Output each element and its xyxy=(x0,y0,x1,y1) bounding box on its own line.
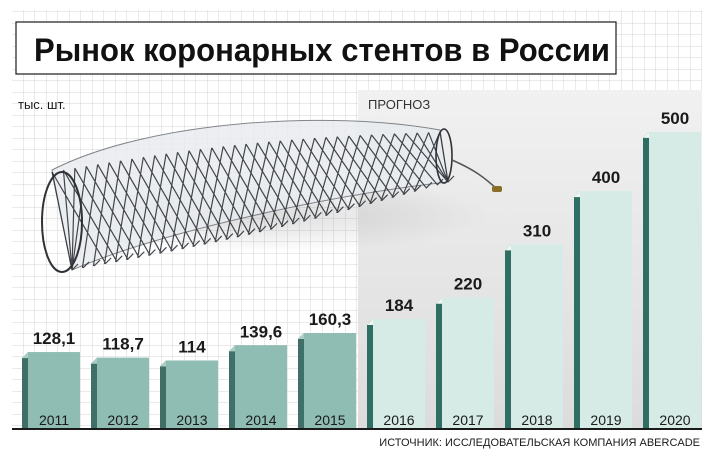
value-label-2012: 118,7 xyxy=(102,335,144,354)
bar-front-2016 xyxy=(373,319,425,428)
bar-front-2018 xyxy=(511,244,563,428)
bar-side-2017 xyxy=(436,297,442,428)
bar-2014 xyxy=(229,345,287,428)
bar-2016 xyxy=(367,319,425,428)
source-text: ИСТОЧНИК: ИССЛЕДОВАТЕЛЬСКАЯ КОМПАНИЯ ABE… xyxy=(379,437,700,449)
value-label-2016: 184 xyxy=(385,296,414,315)
x-label-2017: 2017 xyxy=(452,412,483,428)
bar-side-2020 xyxy=(643,131,649,428)
forecast-label: ПРОГНОЗ xyxy=(368,97,430,112)
bar-side-2011 xyxy=(22,352,28,428)
bar-front-2019 xyxy=(580,191,632,428)
x-label-2018: 2018 xyxy=(521,412,552,428)
bar-2020 xyxy=(643,131,701,428)
value-label-2017: 220 xyxy=(454,275,482,294)
value-label-2015: 160,3 xyxy=(309,310,352,329)
axis-baseline xyxy=(12,428,702,430)
value-label-2014: 139,6 xyxy=(240,322,283,341)
bar-front-2011 xyxy=(28,352,80,428)
stent-illustration xyxy=(30,119,502,273)
x-label-2016: 2016 xyxy=(383,412,414,428)
bar-front-2012 xyxy=(97,357,149,428)
bar-side-2018 xyxy=(505,244,511,428)
x-label-2014: 2014 xyxy=(245,412,276,428)
bars-layer xyxy=(22,131,701,428)
chart-title: Рынок коронарных стентов в России xyxy=(34,32,610,68)
unit-label: тыс. шт. xyxy=(18,97,66,112)
x-label-2013: 2013 xyxy=(176,412,207,428)
bar-2012 xyxy=(91,357,149,428)
x-label-2020: 2020 xyxy=(659,412,690,428)
bar-side-2012 xyxy=(91,357,97,428)
bar-2019 xyxy=(574,191,632,428)
x-label-2019: 2019 xyxy=(590,412,621,428)
bar-side-2014 xyxy=(229,345,235,428)
bar-front-2013 xyxy=(166,360,218,428)
bar-2013 xyxy=(160,360,218,428)
bar-2015 xyxy=(298,333,356,428)
bar-side-2019 xyxy=(574,191,580,428)
bar-front-2015 xyxy=(304,333,356,428)
bar-front-2014 xyxy=(235,345,287,428)
value-label-2019: 400 xyxy=(592,168,620,187)
value-labels-layer: 128,1 118,7 114 139,6 160,3 184 220 310 400 500 xyxy=(33,109,689,357)
bar-side-2016 xyxy=(367,319,373,428)
value-label-2018: 310 xyxy=(523,221,551,240)
x-label-2011: 2011 xyxy=(39,412,69,428)
x-label-2012: 2012 xyxy=(107,412,138,428)
x-label-2015: 2015 xyxy=(314,412,345,428)
value-label-2013: 114 xyxy=(178,337,206,356)
bar-2017 xyxy=(436,297,494,428)
value-label-2011: 128,1 xyxy=(33,329,76,348)
bar-2011 xyxy=(22,352,80,428)
value-label-2020: 500 xyxy=(661,109,689,128)
bar-side-2013 xyxy=(160,360,166,428)
bar-front-2017 xyxy=(442,297,494,428)
bar-front-2020 xyxy=(649,131,701,428)
x-axis-labels: 2011 2012 2013 2014 2015 2016 2017 2018 2019 2020 xyxy=(39,412,691,428)
title-box: Рынок коронарных стентов в России xyxy=(15,21,617,75)
bar-side-2015 xyxy=(298,333,304,428)
bar-2018 xyxy=(505,244,563,428)
